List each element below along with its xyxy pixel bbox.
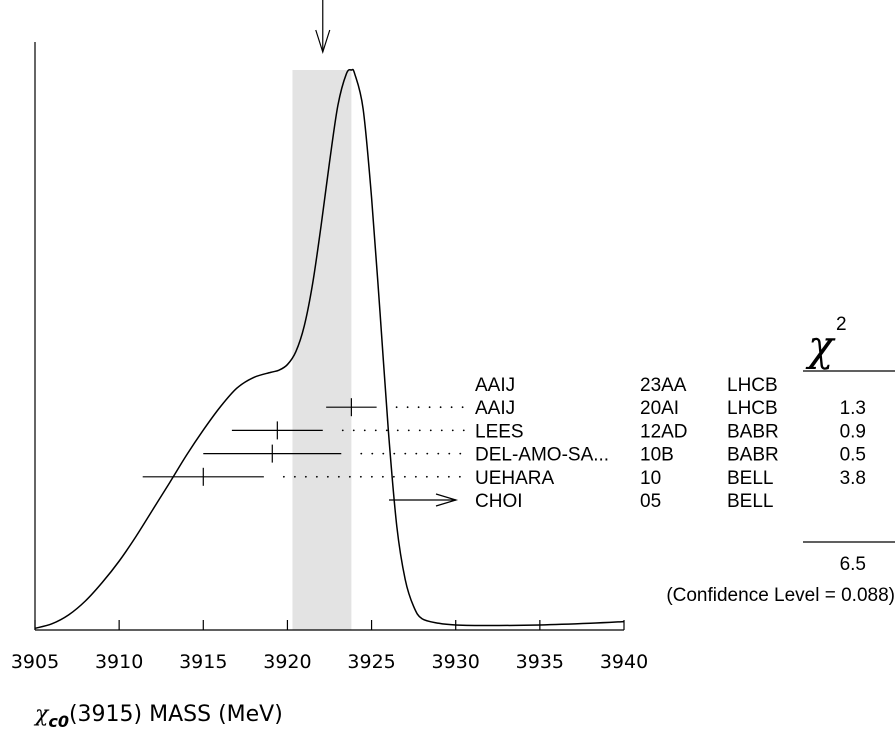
x-axis-label-symbol: χ <box>33 702 50 727</box>
leader-dot <box>396 429 399 432</box>
average-band <box>292 70 352 630</box>
leader-dot <box>459 452 462 455</box>
measurement-reference: 23AA <box>640 375 687 396</box>
leader-dot <box>326 475 329 478</box>
leader-dot <box>451 429 454 432</box>
measurement-reference: 12AD <box>640 421 688 442</box>
leader-dot <box>315 475 318 478</box>
measurement-row: CHOI 05 BELL <box>389 491 773 512</box>
measurement-row: DEL-AMO-SA... 10B BABR 0.5 <box>203 444 866 466</box>
leader-dot <box>414 475 417 478</box>
leader-dot <box>418 429 421 432</box>
leader-dot <box>436 475 439 478</box>
leader-dot <box>417 406 420 409</box>
leader-dot <box>395 406 398 409</box>
measurement-author: UEHARA <box>475 468 555 489</box>
measurement-chi2: 0.5 <box>840 445 866 466</box>
leader-dot <box>429 429 432 432</box>
leader-dot <box>370 475 373 478</box>
leader-dot <box>392 475 395 478</box>
measurement-author: CHOI <box>475 491 523 512</box>
measurements: AAIJ 23AA LHCB AAIJ 20AI LHCB 1.3 LEES 12AD BABR 0… <box>142 375 866 512</box>
leader-dot <box>374 429 377 432</box>
leader-dot <box>304 475 307 478</box>
x-tick-label: 3910 <box>95 651 143 673</box>
chi2-header: χ <box>805 321 836 370</box>
measurement-row: AAIJ 20AI LHCB 1.3 <box>326 398 866 419</box>
measurement-row: LEES 12AD BABR 0.9 <box>231 421 866 442</box>
measurement-chi2: 1.3 <box>840 398 866 419</box>
x-axis-label: χc0(3915) MASS (MeV) <box>33 702 283 731</box>
measurement-experiment: BABR <box>727 421 779 442</box>
confidence-level: (Confidence Level = 0.088) <box>666 585 895 606</box>
measurement-experiment: LHCB <box>727 398 778 419</box>
measurement-chi2: 0.9 <box>840 421 866 442</box>
measurement-author: LEES <box>475 421 524 442</box>
leader-dot <box>447 475 450 478</box>
leader-dot <box>415 452 418 455</box>
leader-dot <box>348 475 351 478</box>
leader-dot <box>450 406 453 409</box>
measurement-author: AAIJ <box>475 375 515 396</box>
x-tick-label: 3905 <box>11 651 59 673</box>
measurement-author: AAIJ <box>475 398 515 419</box>
x-tick-label: 3925 <box>347 651 395 673</box>
leader-dot <box>425 475 428 478</box>
x-axis-label-text: (3915) MASS (MeV) <box>69 702 283 727</box>
leader-dot <box>437 452 440 455</box>
leader-dot <box>462 429 465 432</box>
chi2-total: 6.5 <box>840 554 866 575</box>
measurement-reference: 05 <box>640 491 661 512</box>
leader-dot <box>458 475 461 478</box>
measurement-reference: 20AI <box>640 398 679 419</box>
measurement-reference: 10B <box>640 445 674 466</box>
leader-dot <box>359 475 362 478</box>
leader-dot <box>439 406 442 409</box>
measurement-author: DEL-AMO-SA... <box>475 445 609 466</box>
leader-dot <box>382 452 385 455</box>
leader-dot <box>381 475 384 478</box>
leader-dot <box>360 452 363 455</box>
ideogram-curve <box>34 68 625 630</box>
leader-dot <box>337 475 340 478</box>
chi2-header-superscript: 2 <box>836 314 847 335</box>
leader-dot <box>461 406 464 409</box>
x-ticks: 3905 3910 3915 3920 3925 3930 3935 3940 <box>11 620 648 673</box>
x-axis-label-subscript: c0 <box>48 712 69 731</box>
x-tick-label: 3935 <box>516 651 564 673</box>
leader-dot <box>341 429 344 432</box>
off-scale-arrow-head <box>435 493 459 507</box>
leader-dot <box>406 406 409 409</box>
average-value-arrow <box>315 0 331 54</box>
x-tick-label: 3930 <box>432 651 480 673</box>
measurement-row: AAIJ 23AA LHCB <box>475 375 778 396</box>
leader-dot <box>385 429 388 432</box>
leader-dot <box>282 475 285 478</box>
leader-dot <box>426 452 429 455</box>
measurement-reference: 10 <box>640 468 661 489</box>
leader-dot <box>363 429 366 432</box>
leader-dot <box>448 452 451 455</box>
leader-dot <box>403 475 406 478</box>
x-tick-label: 3915 <box>179 651 227 673</box>
measurement-row: UEHARA 10 BELL 3.8 <box>142 467 866 489</box>
leader-dot <box>371 452 374 455</box>
leader-dot <box>393 452 396 455</box>
x-tick-label: 3920 <box>263 651 311 673</box>
leader-dot <box>352 429 355 432</box>
measurement-experiment: BELL <box>727 468 773 489</box>
measurement-experiment: BELL <box>727 491 773 512</box>
measurement-experiment: LHCB <box>727 375 778 396</box>
leader-dot <box>404 452 407 455</box>
measurement-experiment: BABR <box>727 445 779 466</box>
leader-dot <box>428 406 431 409</box>
leader-dot <box>293 475 296 478</box>
x-tick-label: 3940 <box>600 651 648 673</box>
leader-dot <box>407 429 410 432</box>
measurement-chi2: 3.8 <box>840 468 866 489</box>
leader-dot <box>440 429 443 432</box>
